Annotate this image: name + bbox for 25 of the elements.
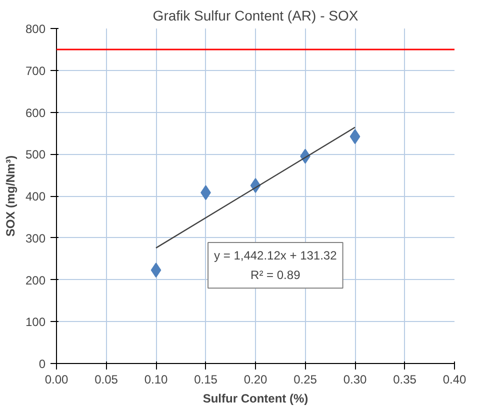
y-tick-label: 700 (25, 64, 46, 78)
y-tick-label: 600 (25, 106, 46, 120)
x-tick-label: 0.35 (393, 372, 417, 386)
point (150, 262, 162, 278)
x-tick-label: 0.40 (442, 372, 467, 386)
annotation: R² = 0.89 (250, 268, 301, 282)
y-tick-label: 300 (25, 231, 46, 246)
y-tick-label: 0 (38, 357, 46, 371)
x-tick-label: 0.15 (194, 372, 218, 386)
x-tick-label: 0.05 (94, 372, 118, 386)
y-tick-label: 400 (25, 190, 46, 204)
x-tick-label: 0.00 (44, 372, 69, 386)
annotation: y = 1,442.12x + 131.32 (214, 248, 338, 263)
y-tick-label: 800 (25, 22, 46, 36)
point (350, 129, 360, 144)
x-axis-title: Sulfur Content (%) (202, 392, 308, 406)
y-tick-label: 500 (25, 148, 46, 162)
y-tick-label: 200 (25, 273, 46, 288)
x-tick-label: 0.20 (244, 372, 268, 386)
x-tick-label: 0.25 (294, 372, 318, 386)
x-tick-label: 0.30 (343, 372, 368, 386)
y-axis-title: SOX (mg/Nm³) (3, 155, 18, 237)
y-tick-label: 100 (25, 315, 46, 330)
chart-title: Grafik Sulfur Content (AR) - SOX (152, 8, 359, 24)
x-tick-label: 0.10 (144, 372, 168, 386)
